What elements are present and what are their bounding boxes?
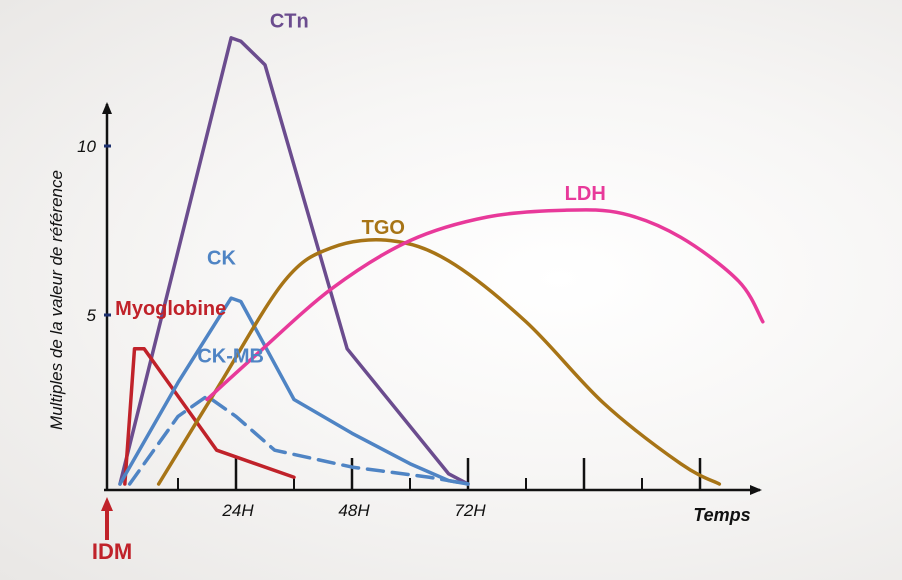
series-label-ck: CK (207, 247, 236, 269)
y-tick-label-5: 5 (87, 306, 97, 325)
x-axis-title: Temps (693, 505, 750, 525)
series-line-ldh (205, 208, 765, 402)
x-tick-label-24H: 24H (221, 501, 254, 520)
series-label-ctn: CTn (270, 11, 309, 33)
y-tick-label-10: 10 (77, 137, 96, 156)
series-label-ck-mb: CK-MB (197, 345, 264, 367)
x-tick-label-48H: 48H (338, 501, 370, 520)
series-line-ctn (118, 36, 470, 486)
series-line-tgo (156, 238, 722, 486)
series-label-myoglobine: Myoglobine (115, 298, 226, 320)
x-tick-label-72H: 72H (454, 501, 486, 520)
y-axis-title: Multiples de la valeur de référence (47, 170, 66, 430)
series-line-ck-mb (127, 394, 470, 486)
series-label-ldh: LDH (565, 183, 606, 205)
series-label-tgo: TGO (362, 217, 405, 239)
series-line-myoglobine (123, 347, 296, 486)
idm-label: IDM (92, 539, 132, 564)
series-line-ck (118, 296, 470, 486)
